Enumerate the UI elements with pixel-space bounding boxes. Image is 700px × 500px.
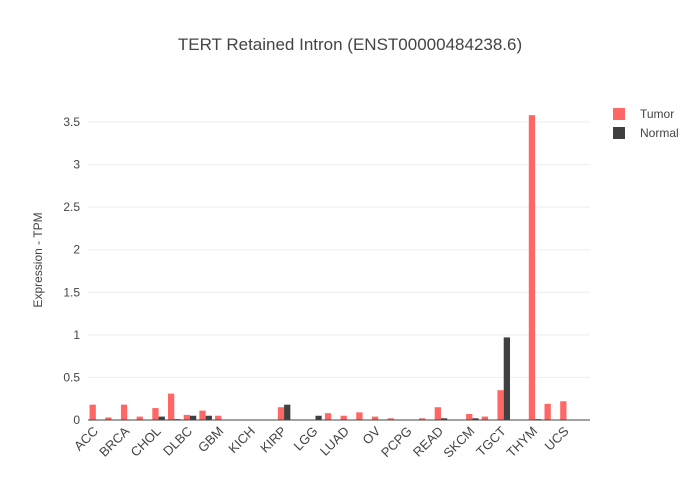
bar xyxy=(158,416,165,420)
bar xyxy=(544,403,551,420)
bar xyxy=(503,337,510,420)
x-tick-label: THYM xyxy=(504,424,541,461)
bar xyxy=(387,418,394,420)
x-tick-label: LUAD xyxy=(317,424,352,459)
bar xyxy=(560,401,567,420)
x-tick-label: TGCT xyxy=(473,423,509,459)
bar xyxy=(152,408,159,420)
y-axis-label: Expression - TPM xyxy=(31,212,45,307)
legend-label: Tumor xyxy=(640,107,674,121)
x-tick-label: PCPG xyxy=(378,424,415,461)
bar xyxy=(168,393,175,420)
bar xyxy=(340,415,347,420)
x-tick-label: GBM xyxy=(195,424,227,456)
y-tick-label: 1.5 xyxy=(63,285,80,299)
bar xyxy=(440,418,448,420)
bar xyxy=(120,404,128,420)
bar xyxy=(324,413,332,420)
bar xyxy=(497,390,504,420)
x-tick-label: DLBC xyxy=(160,424,195,459)
bar xyxy=(356,412,363,420)
bar xyxy=(315,415,322,420)
bar xyxy=(199,410,206,420)
y-tick-label: 0 xyxy=(73,413,80,427)
legend-swatch xyxy=(613,108,625,120)
y-tick-label: 3.5 xyxy=(63,115,80,129)
x-tick-label: UCS xyxy=(542,423,572,453)
bar xyxy=(277,407,285,420)
bar xyxy=(189,415,197,420)
bar xyxy=(434,407,441,420)
bar xyxy=(215,415,222,420)
legend-swatch xyxy=(613,127,625,139)
bar xyxy=(89,404,96,420)
y-tick-label: 2 xyxy=(73,243,80,257)
bar xyxy=(371,416,379,420)
x-tick-label: KICH xyxy=(225,424,258,457)
bar xyxy=(528,115,536,420)
x-tick-label: CHOL xyxy=(128,424,164,460)
x-tick-label: READ xyxy=(410,424,446,460)
bar xyxy=(205,415,212,420)
x-tick-label: OV xyxy=(359,423,383,447)
bar xyxy=(105,417,112,420)
y-tick-label: 0.5 xyxy=(63,370,80,384)
legend-label: Normal xyxy=(640,126,679,140)
chart-title: TERT Retained Intron (ENST00000484238.6) xyxy=(178,35,522,54)
bar xyxy=(183,414,190,420)
y-tick-label: 2.5 xyxy=(63,200,80,214)
bar xyxy=(472,418,479,420)
y-tick-label: 3 xyxy=(73,158,80,172)
bar xyxy=(481,416,489,420)
y-tick-label: 1 xyxy=(73,328,80,342)
x-tick-label: BRCA xyxy=(96,423,132,459)
x-tick-label: KIRP xyxy=(257,424,289,456)
bar xyxy=(419,418,426,420)
x-tick-label: SKCM xyxy=(440,424,477,461)
bar xyxy=(136,416,143,420)
bar xyxy=(284,404,291,420)
bar xyxy=(466,414,473,420)
x-tick-label: LGG xyxy=(291,424,321,454)
